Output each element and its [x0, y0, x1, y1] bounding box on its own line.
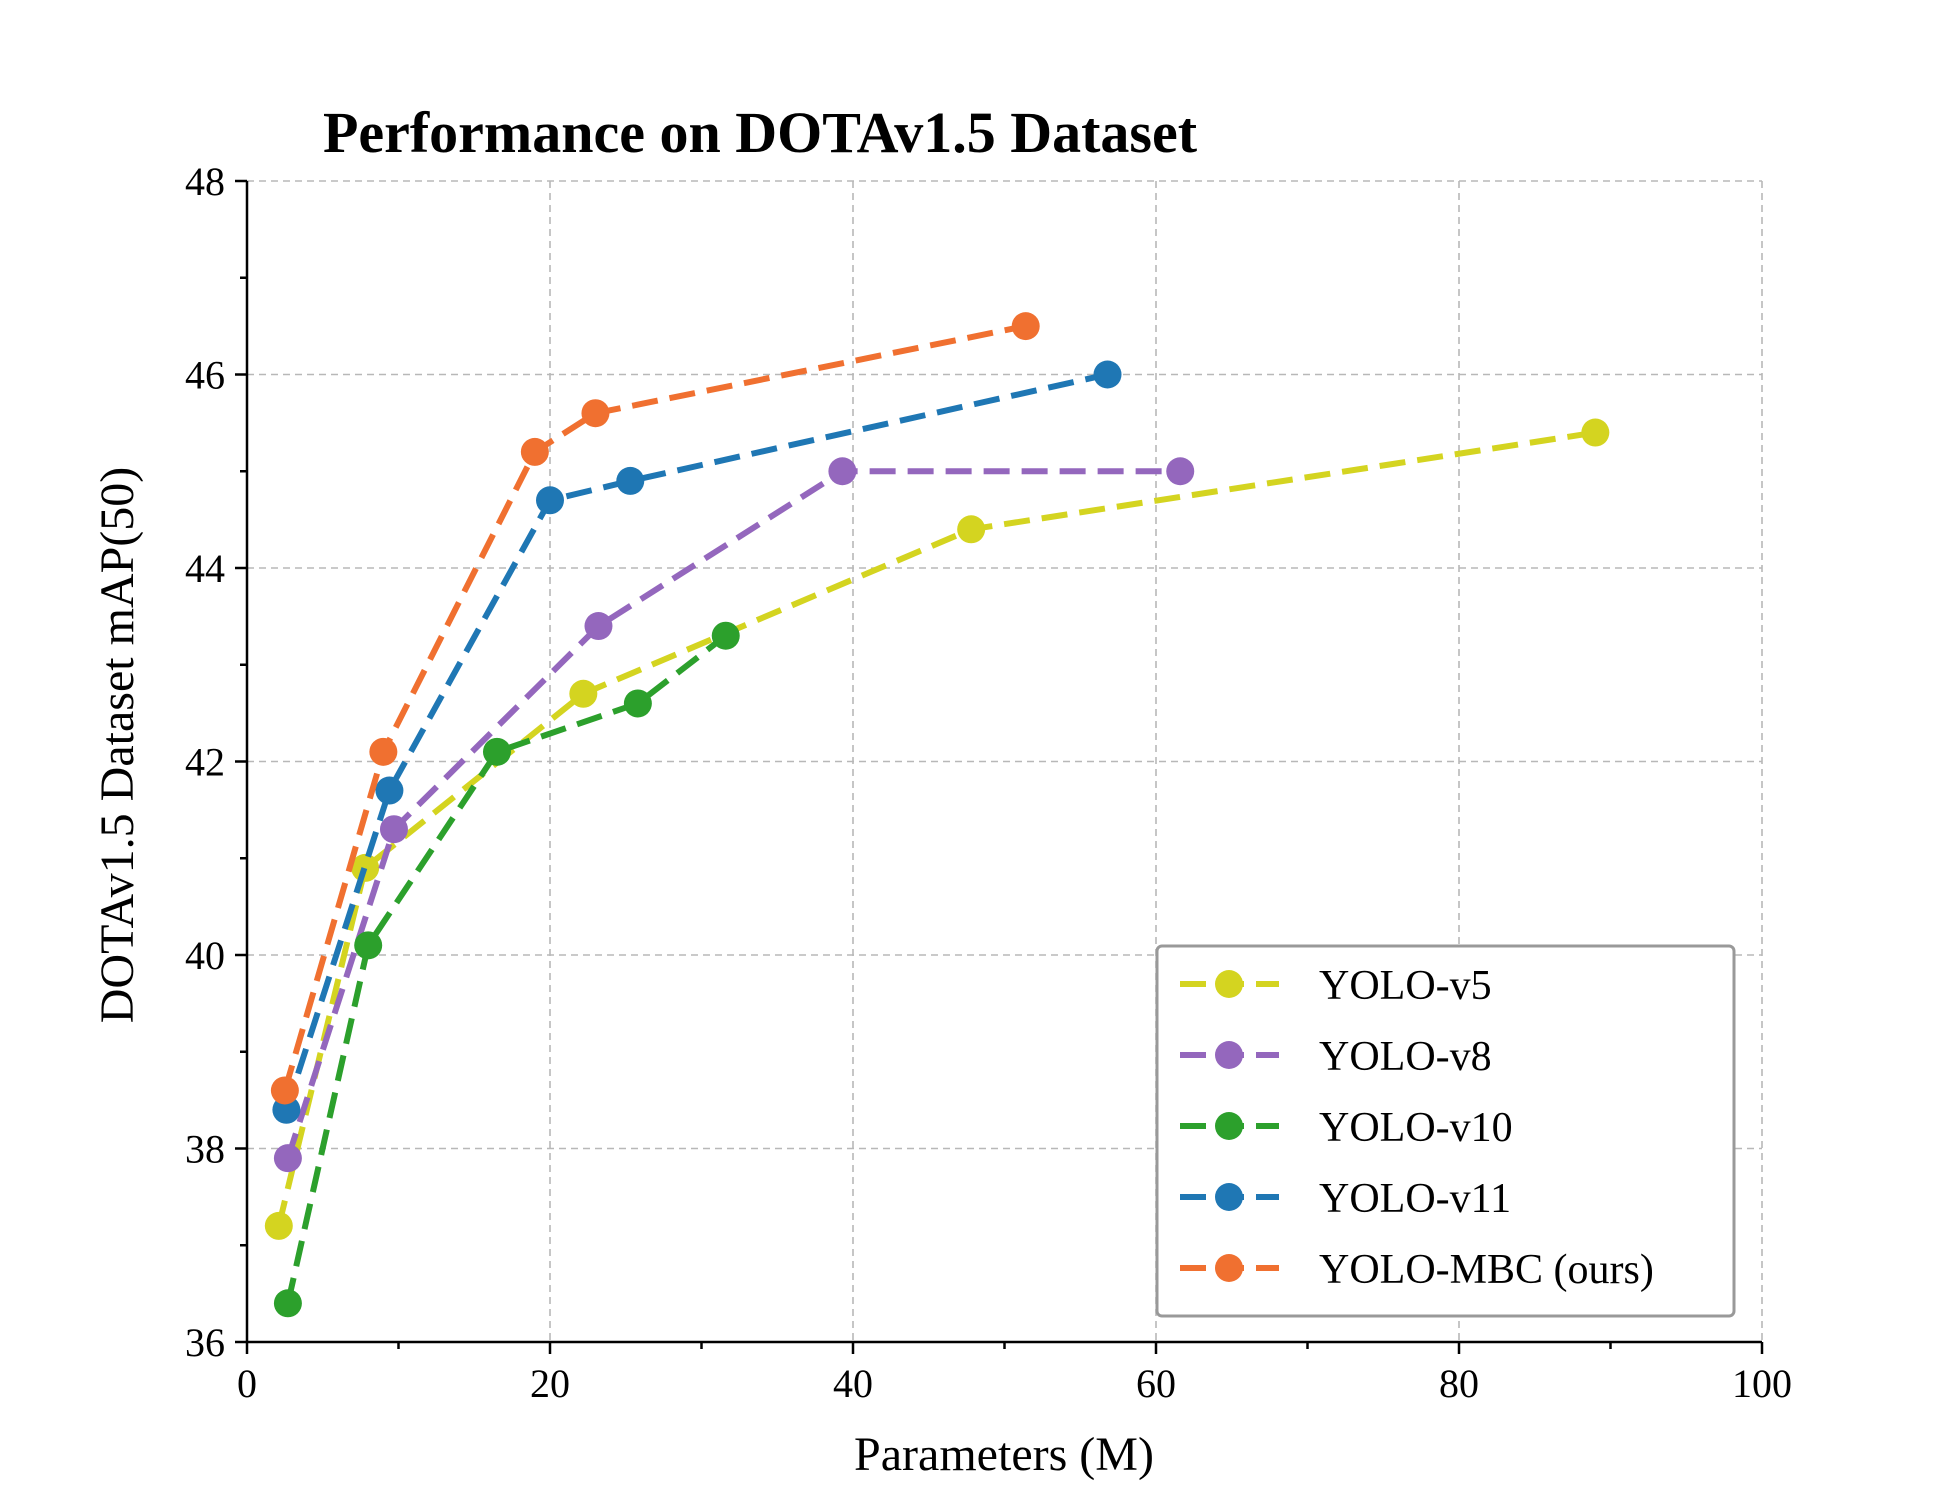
data-point	[1011, 312, 1040, 341]
legend-item: YOLO-v5	[1180, 963, 1492, 1009]
legend: YOLO-v5 YOLO-v8 YOLO-v10 YOLO-v11 YOLO-MBC (…	[1155, 944, 1736, 1318]
data-point	[584, 612, 613, 641]
legend-swatch-marker	[1215, 1183, 1243, 1211]
series-0	[264, 418, 1610, 1240]
data-point	[369, 737, 398, 766]
legend-item: YOLO-v11	[1180, 1176, 1511, 1222]
data-point	[957, 515, 986, 544]
data-point	[520, 437, 549, 466]
chart-title: Performance on DOTAv1.5 Dataset	[323, 100, 1198, 165]
data-point	[273, 1289, 302, 1318]
data-point	[536, 486, 564, 515]
legend-label: YOLO-v8	[1319, 1034, 1492, 1080]
data-point	[623, 689, 652, 718]
data-point	[616, 466, 645, 495]
legend-label: YOLO-v5	[1319, 963, 1492, 1009]
data-point	[711, 621, 740, 650]
legend-item: YOLO-MBC (ours)	[1180, 1247, 1654, 1293]
data-point	[379, 815, 408, 844]
data-point	[1093, 360, 1122, 389]
series-line	[285, 468, 1181, 1160]
data-point	[828, 457, 857, 486]
data-point	[351, 853, 380, 882]
series-3	[272, 360, 1122, 1124]
data-point	[1166, 457, 1195, 486]
legend-label: YOLO-v11	[1319, 1176, 1511, 1222]
data-point	[273, 1144, 302, 1173]
y-tick-label: 48	[185, 159, 225, 204]
legend-swatch-marker	[1215, 1112, 1243, 1140]
data-point	[264, 1211, 293, 1240]
series-4	[270, 312, 1040, 1105]
x-tick-label: 100	[1732, 1361, 1792, 1406]
series-line	[283, 371, 1109, 1111]
series-line	[284, 633, 728, 1304]
x-tick-label: 0	[237, 1361, 257, 1406]
data-point	[354, 931, 383, 960]
x-axis-label: Parameters (M)	[854, 1428, 1154, 1481]
data-point	[569, 679, 598, 708]
legend-label: YOLO-MBC (ours)	[1319, 1247, 1654, 1293]
y-tick-label: 40	[185, 933, 225, 978]
x-tick-label: 20	[530, 1361, 570, 1406]
legend-item: YOLO-v10	[1180, 1105, 1513, 1151]
series-line	[282, 323, 1027, 1092]
data-point	[1581, 418, 1610, 447]
legend-label: YOLO-v10	[1319, 1105, 1513, 1151]
data-point	[482, 737, 511, 766]
y-tick-label: 44	[185, 546, 225, 591]
x-tick-label: 80	[1439, 1361, 1479, 1406]
legend-swatch-marker	[1215, 1041, 1243, 1069]
y-tick-label: 38	[185, 1127, 225, 1172]
y-tick-label: 42	[185, 740, 225, 785]
axes-layer: 0 20 40 60 80 100 36 38 40 42 44 46 48	[185, 159, 1792, 1406]
y-axis-label: DOTAv1.5 Dataset mAP(50)	[91, 467, 144, 1024]
series-layer	[264, 312, 1610, 1318]
y-tick-label: 36	[185, 1320, 225, 1365]
x-tick-label: 60	[1136, 1361, 1176, 1406]
series-1	[273, 457, 1195, 1173]
legend-item: YOLO-v8	[1180, 1034, 1492, 1080]
legend-frame	[1155, 944, 1736, 1318]
data-point	[375, 776, 404, 805]
series-2	[273, 621, 740, 1318]
legend-swatch-marker	[1215, 1254, 1243, 1282]
data-point	[270, 1076, 299, 1105]
legend-swatch-marker	[1215, 970, 1243, 998]
y-tick-label: 46	[185, 353, 225, 398]
data-point	[581, 399, 610, 428]
x-tick-label: 40	[833, 1361, 873, 1406]
